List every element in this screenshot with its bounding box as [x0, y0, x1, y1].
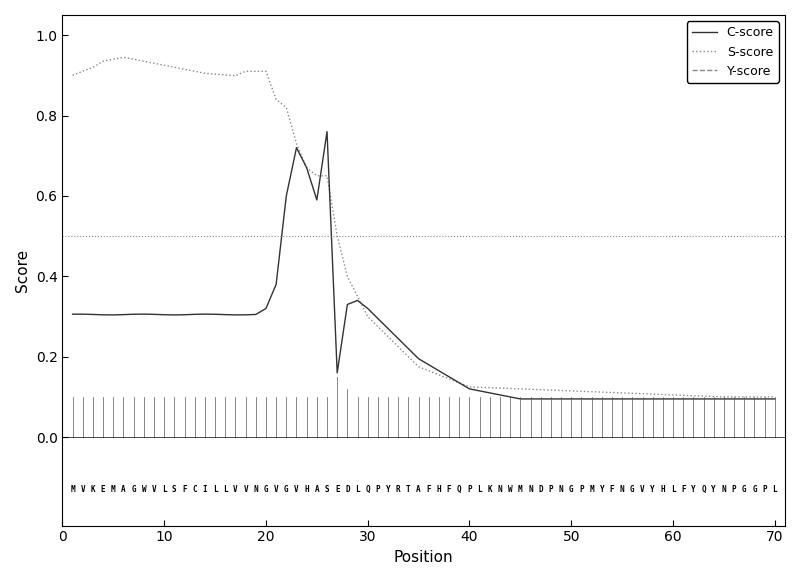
C-score	[159, 311, 169, 318]
Line: S-score: S-score	[73, 57, 775, 397]
Text: P: P	[579, 485, 584, 494]
Text: R: R	[396, 485, 401, 494]
C-score	[770, 396, 780, 403]
Legend: C-score, S-score, Y-score: C-score, S-score, Y-score	[686, 21, 778, 83]
Text: F: F	[610, 485, 614, 494]
S-score	[373, 323, 382, 330]
Text: H: H	[661, 485, 665, 494]
Text: F: F	[447, 485, 451, 494]
Text: A: A	[416, 485, 421, 494]
Text: L: L	[478, 485, 482, 494]
C-score	[322, 128, 332, 135]
S-score	[118, 54, 128, 61]
Text: L: L	[773, 485, 777, 494]
Text: W: W	[142, 485, 146, 494]
Text: G: G	[264, 485, 268, 494]
S-score	[170, 64, 179, 71]
S-score	[292, 140, 302, 147]
Text: M: M	[111, 485, 116, 494]
Text: N: N	[558, 485, 563, 494]
Text: G: G	[284, 485, 289, 494]
Text: T: T	[406, 485, 410, 494]
Text: K: K	[90, 485, 95, 494]
Text: V: V	[294, 485, 298, 494]
Text: V: V	[274, 485, 278, 494]
S-score	[678, 392, 688, 399]
Text: N: N	[620, 485, 625, 494]
S-score	[770, 393, 780, 400]
Text: N: N	[254, 485, 258, 494]
Text: G: G	[742, 485, 746, 494]
Text: A: A	[314, 485, 319, 494]
Line: C-score: C-score	[73, 132, 775, 399]
Text: F: F	[426, 485, 431, 494]
Text: P: P	[762, 485, 767, 494]
Y-axis label: Score: Score	[15, 249, 30, 292]
Text: M: M	[518, 485, 522, 494]
Text: W: W	[508, 485, 513, 494]
Text: K: K	[487, 485, 492, 494]
Text: A: A	[121, 485, 126, 494]
Text: V: V	[81, 485, 85, 494]
Text: F: F	[182, 485, 187, 494]
Text: L: L	[162, 485, 166, 494]
S-score	[719, 393, 729, 400]
Text: P: P	[375, 485, 380, 494]
X-axis label: Position: Position	[394, 550, 454, 565]
Text: Y: Y	[650, 485, 655, 494]
Text: D: D	[538, 485, 543, 494]
Text: G: G	[630, 485, 634, 494]
Text: G: G	[569, 485, 574, 494]
S-score	[465, 383, 474, 390]
Text: L: L	[223, 485, 227, 494]
Text: L: L	[355, 485, 360, 494]
Text: G: G	[752, 485, 757, 494]
C-score	[282, 193, 291, 200]
C-score	[689, 396, 698, 403]
C-score	[465, 386, 474, 393]
Text: C: C	[193, 485, 197, 494]
Text: H: H	[437, 485, 442, 494]
Text: E: E	[335, 485, 339, 494]
Text: N: N	[498, 485, 502, 494]
Text: M: M	[70, 485, 75, 494]
Text: S: S	[325, 485, 330, 494]
Text: N: N	[722, 485, 726, 494]
Text: Y: Y	[691, 485, 696, 494]
Text: D: D	[345, 485, 350, 494]
Text: Q: Q	[457, 485, 462, 494]
Text: S: S	[172, 485, 177, 494]
Text: V: V	[243, 485, 248, 494]
C-score	[373, 315, 382, 322]
Text: H: H	[304, 485, 309, 494]
C-score	[230, 311, 240, 318]
Text: P: P	[732, 485, 737, 494]
Text: L: L	[213, 485, 218, 494]
Text: Q: Q	[702, 485, 706, 494]
Text: V: V	[640, 485, 645, 494]
Text: G: G	[131, 485, 136, 494]
Text: V: V	[233, 485, 238, 494]
Text: M: M	[590, 485, 594, 494]
Text: Y: Y	[386, 485, 390, 494]
Text: P: P	[467, 485, 472, 494]
S-score	[68, 72, 78, 79]
Text: Q: Q	[366, 485, 370, 494]
Text: P: P	[549, 485, 554, 494]
S-score	[241, 68, 250, 75]
Text: I: I	[202, 485, 207, 494]
Text: L: L	[670, 485, 675, 494]
Text: Y: Y	[599, 485, 604, 494]
Text: E: E	[101, 485, 106, 494]
C-score	[68, 311, 78, 318]
C-score	[515, 396, 525, 403]
Text: Y: Y	[711, 485, 716, 494]
Text: V: V	[152, 485, 156, 494]
Text: F: F	[681, 485, 686, 494]
Text: N: N	[528, 485, 533, 494]
